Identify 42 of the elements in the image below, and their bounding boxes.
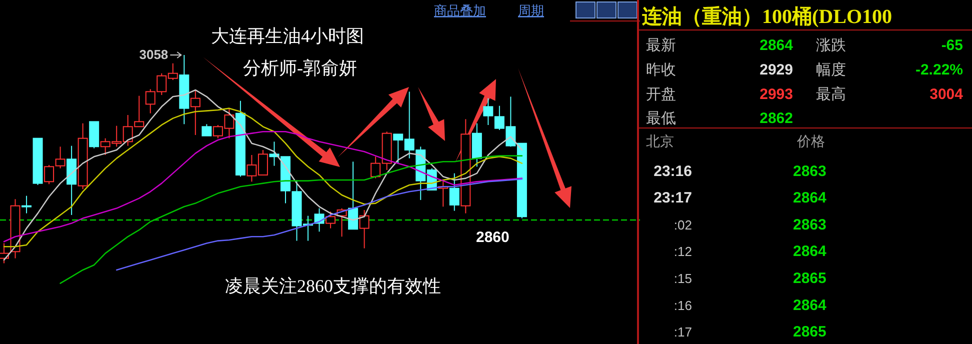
text: :16 <box>674 298 692 313</box>
text: :12 <box>674 244 692 260</box>
text: -2.22% <box>915 61 963 78</box>
annotation: 2860 <box>476 228 510 246</box>
text: 2993 <box>760 86 793 103</box>
text: 开盘 <box>646 86 676 103</box>
text: 幅度 <box>816 61 846 78</box>
text: 2862 <box>760 110 793 128</box>
text: :17 <box>674 324 692 340</box>
text: 2929 <box>760 61 793 78</box>
text: 北京 <box>646 133 674 149</box>
text: 2864 <box>793 296 828 314</box>
candlestick <box>10 198 20 259</box>
text: 最低 <box>646 110 676 128</box>
text: :02 <box>674 217 692 232</box>
text: 2863 <box>793 216 826 234</box>
text: 连油（重油）100桶(DLO100 <box>641 5 892 28</box>
text: 2865 <box>793 270 826 287</box>
text: 凌晨关注2860支撑的有效性 <box>225 276 441 296</box>
text: 23:16 <box>654 162 692 180</box>
candlestick <box>449 172 460 212</box>
candlestick <box>66 145 77 216</box>
text: :15 <box>674 271 692 286</box>
text: 2864 <box>793 243 828 260</box>
text: 最高 <box>816 86 846 103</box>
text: 周期 <box>518 3 544 18</box>
chart-title: 大连再生油4小时图 <box>211 26 364 46</box>
annotation: 3058 <box>139 47 168 62</box>
text: 2863 <box>793 162 826 180</box>
chart-subtitle: 分析师-郭俞妍 <box>243 58 357 78</box>
text: 涨跌 <box>816 37 846 54</box>
text: -65 <box>941 37 963 54</box>
text: 最新 <box>646 37 676 54</box>
text: 价格 <box>796 133 825 149</box>
text: 2865 <box>793 324 826 341</box>
text: 2864 <box>760 37 794 54</box>
candlestick <box>179 54 190 125</box>
text: 商品叠加 <box>434 3 486 18</box>
text: 昨收 <box>646 61 676 78</box>
text: 23:17 <box>654 190 692 207</box>
text: 3004 <box>930 86 964 103</box>
text: 2864 <box>793 190 828 207</box>
